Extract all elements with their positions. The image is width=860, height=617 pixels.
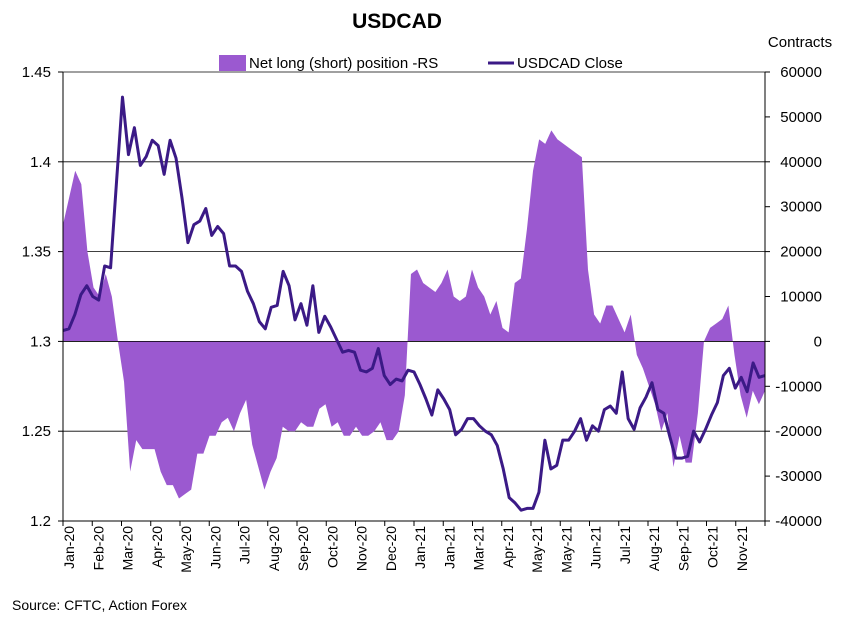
right-axis-ticks: -40000 -30000 -20000 -10000 0 10000 20000 30000… bbox=[765, 64, 822, 530]
x-tick-label-6: Jul-20 bbox=[237, 526, 253, 564]
x-tick-label-12: Jan-21 bbox=[412, 526, 428, 569]
left-axis-ticks: 1.2 1.25 1.3 1.35 1.4 1.45 bbox=[22, 64, 63, 530]
x-axis-ticks: Jan-20 Feb-20 Mar-20 Apr-20 May-20 Jun-20 Jul-… bbox=[61, 521, 766, 573]
x-tick-label-16: May-21 bbox=[529, 526, 545, 573]
left-tick-label-0: 1.2 bbox=[30, 513, 51, 530]
x-tick-label-13: Jan-21 bbox=[441, 526, 457, 569]
x-tick-label-7: Aug-20 bbox=[266, 526, 282, 571]
left-tick-label-2: 1.3 bbox=[30, 333, 51, 350]
right-axis-title: Contracts bbox=[768, 34, 832, 51]
x-tick-label-11: Dec-20 bbox=[383, 526, 399, 571]
x-tick-label-17: May-21 bbox=[558, 526, 574, 573]
usdcad-close-line bbox=[62, 95, 766, 512]
x-tick-label-2: Mar-20 bbox=[120, 526, 136, 571]
right-tick-label-6: 20000 bbox=[780, 244, 822, 261]
x-tick-label-9: Oct-20 bbox=[324, 526, 340, 568]
left-tick-label-1: 1.25 bbox=[22, 423, 51, 440]
x-tick-label-14: Mar-21 bbox=[471, 526, 487, 571]
x-tick-label-21: Sep-21 bbox=[675, 526, 691, 571]
x-tick-label-5: Jun-20 bbox=[207, 526, 223, 569]
right-tick-label-4: 0 bbox=[814, 333, 822, 350]
chart-title: USDCAD bbox=[352, 10, 442, 33]
area-layer bbox=[63, 130, 765, 499]
x-tick-label-1: Feb-20 bbox=[90, 526, 106, 571]
right-tick-label-5: 10000 bbox=[780, 289, 822, 306]
right-tick-label-8: 40000 bbox=[780, 154, 822, 171]
source-note: Source: CFTC, Action Forex bbox=[12, 597, 188, 613]
x-tick-label-4: May-20 bbox=[178, 526, 194, 573]
x-tick-label-20: Aug-21 bbox=[646, 526, 662, 571]
line-layer bbox=[62, 95, 766, 512]
x-tick-label-0: Jan-20 bbox=[61, 526, 77, 569]
x-tick-label-10: Nov-20 bbox=[354, 526, 370, 571]
x-tick-label-23: Nov-21 bbox=[734, 526, 750, 571]
right-tick-label-3: -10000 bbox=[775, 378, 822, 395]
legend-area-label: Net long (short) position -RS bbox=[249, 55, 438, 72]
left-tick-label-3: 1.35 bbox=[22, 244, 51, 261]
left-tick-label-4: 1.4 bbox=[30, 154, 51, 171]
x-tick-label-8: Sep-20 bbox=[295, 526, 311, 571]
right-tick-label-0: -40000 bbox=[775, 513, 822, 530]
net-position-area bbox=[63, 130, 765, 499]
x-tick-label-3: Apr-20 bbox=[149, 526, 165, 568]
right-tick-label-2: -20000 bbox=[775, 423, 822, 440]
right-tick-label-7: 30000 bbox=[780, 199, 822, 216]
right-tick-label-1: -30000 bbox=[775, 468, 822, 485]
x-tick-label-18: Jun-21 bbox=[588, 526, 604, 569]
x-tick-label-22: Oct-21 bbox=[705, 526, 721, 568]
legend: Net long (short) position -RS USDCAD Clo… bbox=[219, 55, 623, 72]
legend-line-label: USDCAD Close bbox=[517, 55, 623, 72]
right-tick-label-9: 50000 bbox=[780, 109, 822, 126]
right-tick-label-10: 60000 bbox=[780, 64, 822, 81]
x-tick-label-15: Apr-21 bbox=[500, 526, 516, 568]
legend-area-swatch bbox=[219, 55, 246, 71]
left-tick-label-5: 1.45 bbox=[22, 64, 51, 81]
x-tick-label-19: Jul-21 bbox=[617, 526, 633, 564]
